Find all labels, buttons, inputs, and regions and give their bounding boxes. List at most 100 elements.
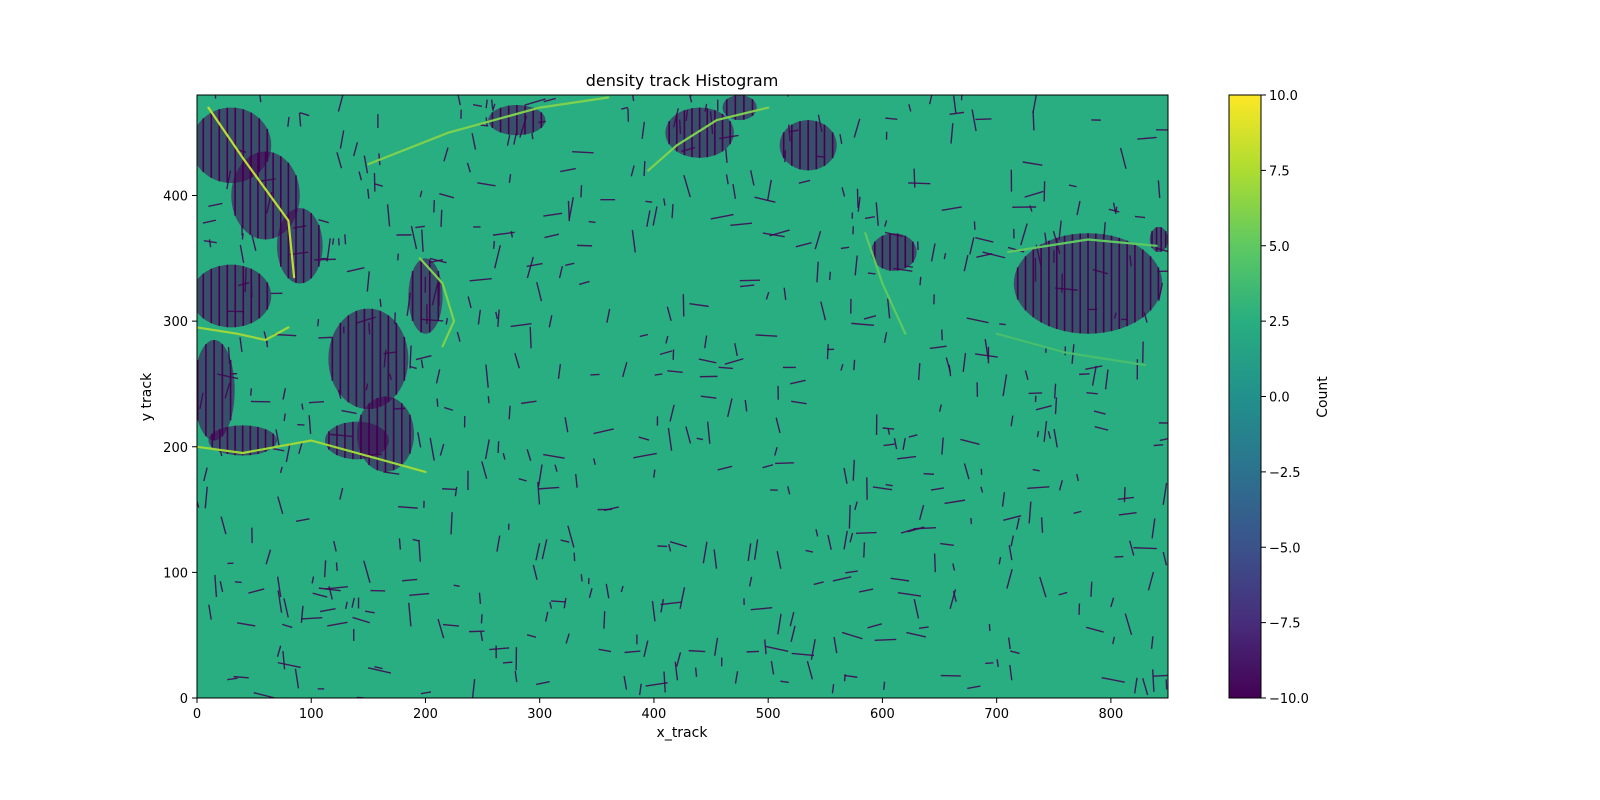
plot-frame [196,94,1169,699]
track-segment [374,665,383,670]
track-segment [975,353,998,358]
track-segment [1112,202,1117,213]
track-segment [339,130,345,149]
track-segment [485,99,488,109]
track-segment [318,587,341,592]
track-segment [856,531,877,535]
track-segment [497,441,500,453]
bright-edge [995,332,1147,367]
track-segment [337,238,340,246]
track-segment [341,409,357,415]
track-segment [1032,468,1040,472]
track-segment [1150,636,1154,649]
track-segment [726,398,733,418]
track-segment [1151,669,1155,692]
dense-region [324,421,389,460]
track-segment [481,461,488,479]
track-segment [439,193,455,199]
track-segment [336,152,343,169]
track-segment [351,597,355,608]
bright-edge [367,96,610,166]
bright-edge [1007,238,1158,254]
track-segment [883,332,888,344]
track-segment [969,237,975,255]
track-segment [755,334,778,337]
track-segment [717,465,733,471]
track-segment [401,578,418,582]
track-segment [639,333,648,338]
track-segment [331,238,335,245]
track-segment [971,109,977,132]
colorbar-tick-label: −7.5 [1269,617,1301,632]
x-tick-label: 200 [413,707,438,722]
y-tick-label: 100 [163,566,188,581]
track-segment [856,188,859,208]
track-segment [248,588,265,594]
track-segment [795,242,812,248]
track-segment [840,246,850,250]
track-segment [980,486,984,493]
track-segment [568,197,574,220]
track-segment [299,112,310,117]
track-segment [1142,677,1149,696]
track-segment [906,631,927,638]
track-segment [620,585,624,593]
track-segment [549,601,553,609]
track-segment [764,639,767,655]
track-segment [214,574,218,598]
track-segment [754,196,776,203]
track-segment [1076,200,1081,216]
track-segment [765,645,789,652]
track-segment [1010,535,1015,547]
bright-edge [418,257,456,348]
x-tick-label: 600 [870,707,895,722]
track-segment [890,577,910,582]
track-segment [864,215,875,220]
track-segment [966,317,989,324]
track-segment [831,684,835,694]
track-segment [445,317,449,325]
track-segment [484,439,490,460]
track-segment [1032,110,1035,131]
track-segment [510,230,514,238]
track-segment [885,483,893,487]
track-segment [283,598,289,618]
track-segment [543,212,563,217]
track-segment [450,512,453,535]
track-segment [398,505,418,509]
track-segment [887,428,891,435]
track-segment [1147,571,1155,591]
track-segment [941,206,962,211]
track-segment [358,171,363,181]
track-segment [543,453,565,459]
track-segment [725,174,729,185]
track-segment [408,602,412,627]
track-segment [580,574,583,582]
track-segment [676,652,682,667]
track-segment [557,364,562,379]
track-segment [683,174,691,198]
track-segment [410,225,418,250]
track-segment [702,541,708,564]
track-segment [883,443,895,447]
track-segment [913,168,916,188]
track-segment [275,429,280,446]
track-segment [300,605,304,623]
track-segment [952,590,957,602]
track-segment [700,395,717,399]
track-segment [409,345,412,369]
track-segment [272,448,285,452]
track-segment [398,538,402,550]
track-segment [840,363,844,371]
track-segment [844,674,858,678]
track-segment [578,280,590,286]
track-segment [328,586,333,600]
track-segment [1001,492,1006,507]
track-segment [442,488,456,491]
track-segment [317,318,320,327]
bright-edge [647,106,770,172]
track-segment [277,590,283,613]
track-segment [744,399,748,412]
track-segment [1027,486,1050,489]
track-segment [524,98,546,106]
